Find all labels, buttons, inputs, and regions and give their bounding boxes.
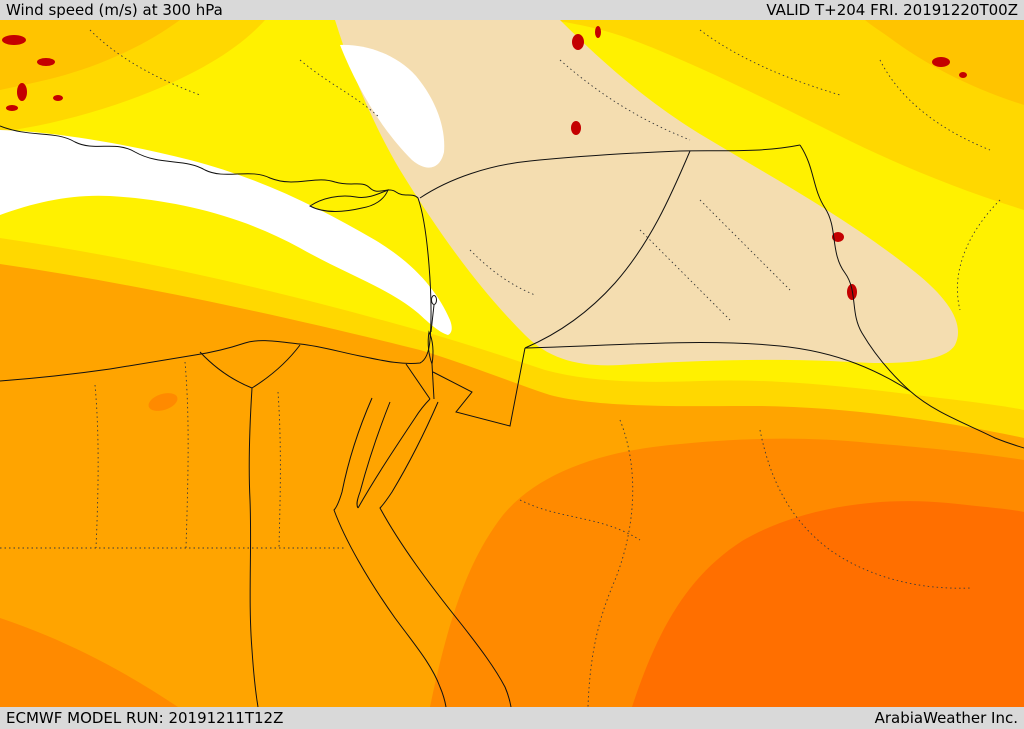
dotted-boundary bbox=[277, 391, 281, 549]
dotted-boundary bbox=[699, 29, 841, 96]
border-iraq-saudi bbox=[524, 342, 911, 392]
dotted-boundary bbox=[559, 59, 691, 141]
band-cream-light-wind bbox=[335, 20, 959, 366]
dotted-boundary bbox=[639, 229, 731, 321]
dotted-boundary bbox=[879, 59, 991, 151]
red-spots bbox=[2, 26, 967, 300]
river-nile-delta-west bbox=[199, 351, 253, 389]
red-spot-caspian-1 bbox=[932, 57, 950, 67]
valid-time-label: VALID T+204 FRI. 20191220T00Z bbox=[766, 0, 1018, 19]
coastline-red-sea-west bbox=[333, 397, 447, 707]
coastline-sinai-west bbox=[356, 401, 391, 509]
border-jordan-saudi bbox=[432, 347, 526, 427]
coastline-mediterranean bbox=[0, 125, 432, 382]
model-run-label: ECMWF MODEL RUN: 20191211T12Z bbox=[6, 708, 284, 727]
border-iran-west bbox=[799, 144, 1024, 449]
map-title: Wind speed (m/s) at 300 hPa bbox=[6, 0, 223, 19]
border-syria-iraq bbox=[524, 150, 691, 349]
border-egypt-israel bbox=[405, 363, 431, 400]
red-spot-anatolia-1 bbox=[572, 34, 584, 50]
border-turkey-syria-iraq bbox=[419, 144, 801, 199]
band-deep-gold-top-left bbox=[0, 20, 180, 90]
band-white-calm bbox=[0, 130, 452, 335]
band-deep-orange-left bbox=[0, 618, 178, 707]
red-spot-east-1 bbox=[832, 232, 844, 242]
river-nile bbox=[248, 387, 259, 707]
coastline-cyprus bbox=[309, 189, 389, 212]
dotted-boundary bbox=[759, 429, 971, 589]
map-canvas bbox=[0, 20, 1024, 707]
river-nile-delta-east bbox=[251, 344, 301, 389]
lake-galilee bbox=[431, 295, 437, 305]
band-gold-top-right bbox=[552, 20, 1024, 210]
red-spot-lake-van bbox=[571, 121, 581, 135]
dotted-boundary bbox=[89, 29, 201, 96]
band-white-ne-mediterranean bbox=[340, 44, 445, 168]
river-jordan bbox=[430, 304, 435, 333]
dotted-boundary bbox=[94, 384, 99, 549]
footer-bar: ECMWF MODEL RUN: 20191211T12Z ArabiaWeat… bbox=[0, 707, 1024, 729]
red-spot-anatolia-2 bbox=[595, 26, 601, 38]
red-spot-aegean-1 bbox=[2, 35, 26, 45]
coastline-sinai-east bbox=[357, 398, 431, 509]
dotted-boundary bbox=[184, 361, 189, 549]
red-spot-caspian-2 bbox=[959, 72, 967, 78]
band-red-orange-core bbox=[632, 501, 1024, 707]
coastline-red-sea-east bbox=[379, 401, 512, 707]
brand-label: ArabiaWeather Inc. bbox=[874, 708, 1018, 727]
red-spot-aegean-3 bbox=[17, 83, 27, 101]
red-spot-aegean-4 bbox=[53, 95, 63, 101]
admin-boundaries-dotted bbox=[0, 29, 1001, 707]
dotted-boundary bbox=[469, 249, 536, 296]
red-spot-aegean-2 bbox=[37, 58, 55, 66]
red-spot-aegean-5 bbox=[6, 105, 18, 111]
dotted-boundary bbox=[699, 199, 791, 291]
header-bar: Wind speed (m/s) at 300 hPa VALID T+204 … bbox=[0, 0, 1024, 20]
border-israel-jordan bbox=[431, 363, 435, 400]
cell-deep-orange-egypt bbox=[148, 393, 178, 411]
dotted-boundary bbox=[519, 499, 641, 541]
wind-speed-contour-map bbox=[0, 20, 1024, 707]
coastlines-and-borders bbox=[0, 125, 1024, 707]
dotted-boundary bbox=[956, 199, 1001, 311]
